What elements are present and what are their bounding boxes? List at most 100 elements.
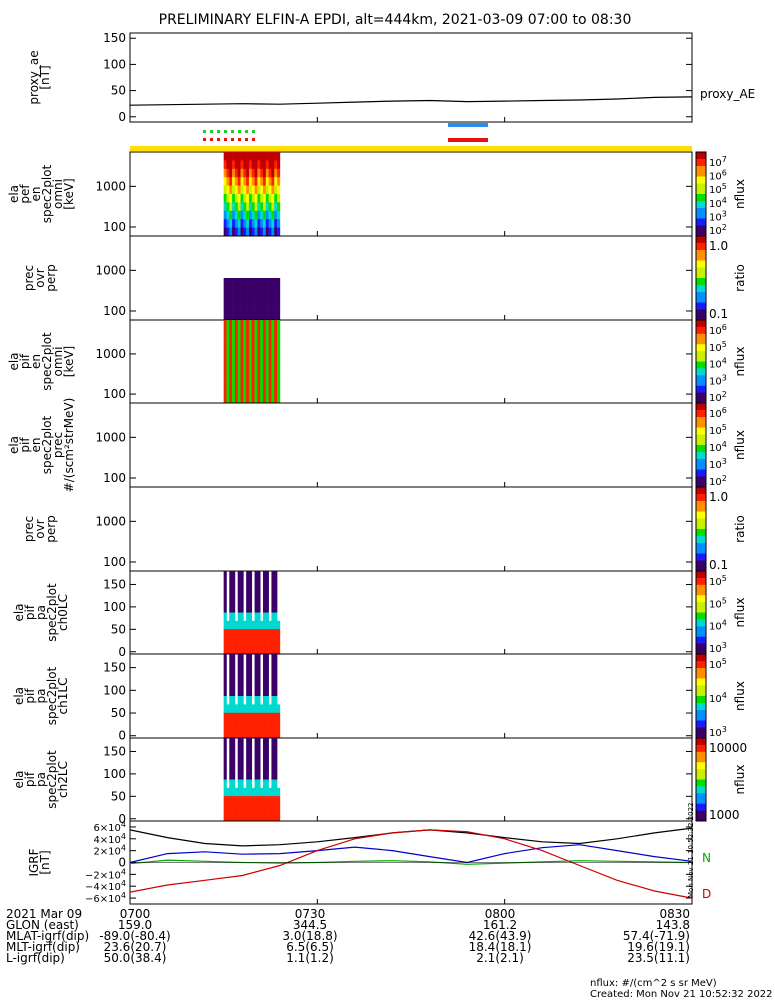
heatmap-cell (274, 704, 278, 714)
heatmap-cell (240, 219, 244, 228)
series-line-proxy_AE (129, 96, 693, 106)
red-status-tick (245, 138, 248, 141)
heatmap-cell (251, 378, 255, 387)
heatmap-cell (226, 177, 230, 186)
heatmap-cell (248, 394, 253, 404)
heatmap-cell (254, 712, 258, 722)
heatmap-cell (268, 712, 272, 722)
heatmap-cell (263, 160, 267, 170)
colorbar-cell (696, 793, 706, 798)
heatmap-cell (237, 579, 241, 588)
heatmap-cell (248, 311, 253, 321)
heatmap-cell (240, 344, 244, 354)
heatmap-cell (271, 328, 275, 337)
heatmap-cell (271, 168, 275, 178)
heatmap-cell (234, 645, 239, 655)
colorbar-cell (696, 789, 706, 794)
heatmap-cell (268, 185, 272, 195)
heatmap-cell (257, 721, 261, 730)
heatmap-cell (226, 168, 230, 178)
heatmap-cell (251, 796, 255, 805)
colorbar-cell (696, 371, 706, 376)
heatmap-cell (232, 604, 236, 613)
colorbar-cell (696, 267, 706, 272)
heatmap-cell (263, 620, 267, 630)
heatmap-cell (243, 303, 247, 312)
y-tick-label: 150 (103, 744, 126, 758)
heatmap-cell (277, 185, 281, 195)
heatmap-cell (226, 796, 230, 805)
heatmap-cell (248, 294, 253, 304)
heatmap-cell (254, 754, 258, 764)
heatmap-cell (234, 637, 239, 646)
heatmap-cell (223, 704, 227, 714)
heatmap-cell (226, 194, 230, 203)
colorbar-cell (696, 612, 706, 617)
heatmap-cell (257, 320, 261, 329)
panel-pif_en_prec: 100 1000 elapifenspec2plotprec#/(scm²strMe… (7, 398, 747, 493)
green-status-tick (224, 130, 227, 133)
heatmap-cell (271, 320, 275, 329)
colorbar-cell (696, 257, 706, 261)
heatmap-cell (260, 227, 264, 237)
heatmap-cell (248, 361, 253, 371)
colorbar-cell (696, 633, 706, 638)
colorbar-cell (696, 295, 706, 300)
colorbar-cell (696, 253, 706, 258)
heatmap-cell (265, 738, 269, 747)
heatmap-cell (229, 227, 233, 237)
heatmap-cell (263, 712, 267, 722)
heatmap-cell (240, 812, 244, 822)
colorbar-cell (696, 817, 706, 822)
colorbar-tick: 106 (709, 323, 727, 337)
heatmap-cell (251, 344, 255, 354)
heatmap-cell (243, 812, 247, 822)
heatmap-cell (229, 361, 233, 371)
heatmap-cell (251, 294, 255, 304)
heatmap-cell (251, 210, 255, 220)
y-axis-label: en (29, 354, 43, 369)
heatmap-cell (265, 746, 269, 755)
heatmap-cell (246, 219, 250, 228)
heatmap-cell (263, 762, 267, 772)
colorbar-cell (696, 574, 706, 579)
heatmap-cell (268, 369, 272, 379)
y-axis-label: perp (44, 264, 58, 292)
heatmap-cell (251, 303, 255, 312)
colorbar-cell (696, 779, 706, 784)
heatmap-cell (237, 729, 241, 739)
colorbar-cell (696, 271, 706, 275)
heatmap-cell (240, 787, 244, 797)
heatmap-cell (254, 662, 258, 672)
heatmap-cell (260, 152, 264, 161)
heatmap-cell (248, 369, 253, 379)
heatmap-cell (246, 637, 250, 646)
red-status-tick (210, 138, 213, 141)
heatmap-cell (240, 168, 244, 178)
heatmap-cell (248, 160, 253, 170)
heatmap-cell (257, 394, 261, 404)
heatmap-cell (263, 328, 267, 337)
heatmap-cell (246, 595, 250, 605)
colorbar-cell (696, 731, 706, 735)
colorbar-cell (696, 441, 706, 446)
heatmap-cell (243, 278, 247, 287)
heatmap-cell (271, 779, 275, 789)
y-tick-label: 50 (111, 706, 126, 720)
colorbar-cell (696, 462, 706, 467)
colorbar-cell (696, 190, 706, 195)
heatmap-cell (263, 336, 267, 346)
heatmap-cell (234, 787, 239, 797)
heatmap-cell (246, 177, 250, 186)
colorbar-cell (696, 584, 706, 589)
heatmap-cell (254, 386, 258, 395)
y-axis-label: [keV] (62, 178, 76, 209)
ephemeris-row-label: MLAT-igrf(dip) (6, 929, 89, 943)
y-axis-label: pif (23, 771, 37, 787)
heatmap-cell (251, 219, 255, 228)
colorbar-cell (696, 358, 706, 362)
heatmap-cell (271, 804, 275, 813)
heatmap-cell (251, 620, 255, 630)
colorbar-cell (696, 717, 706, 721)
heatmap-cell (263, 210, 267, 220)
